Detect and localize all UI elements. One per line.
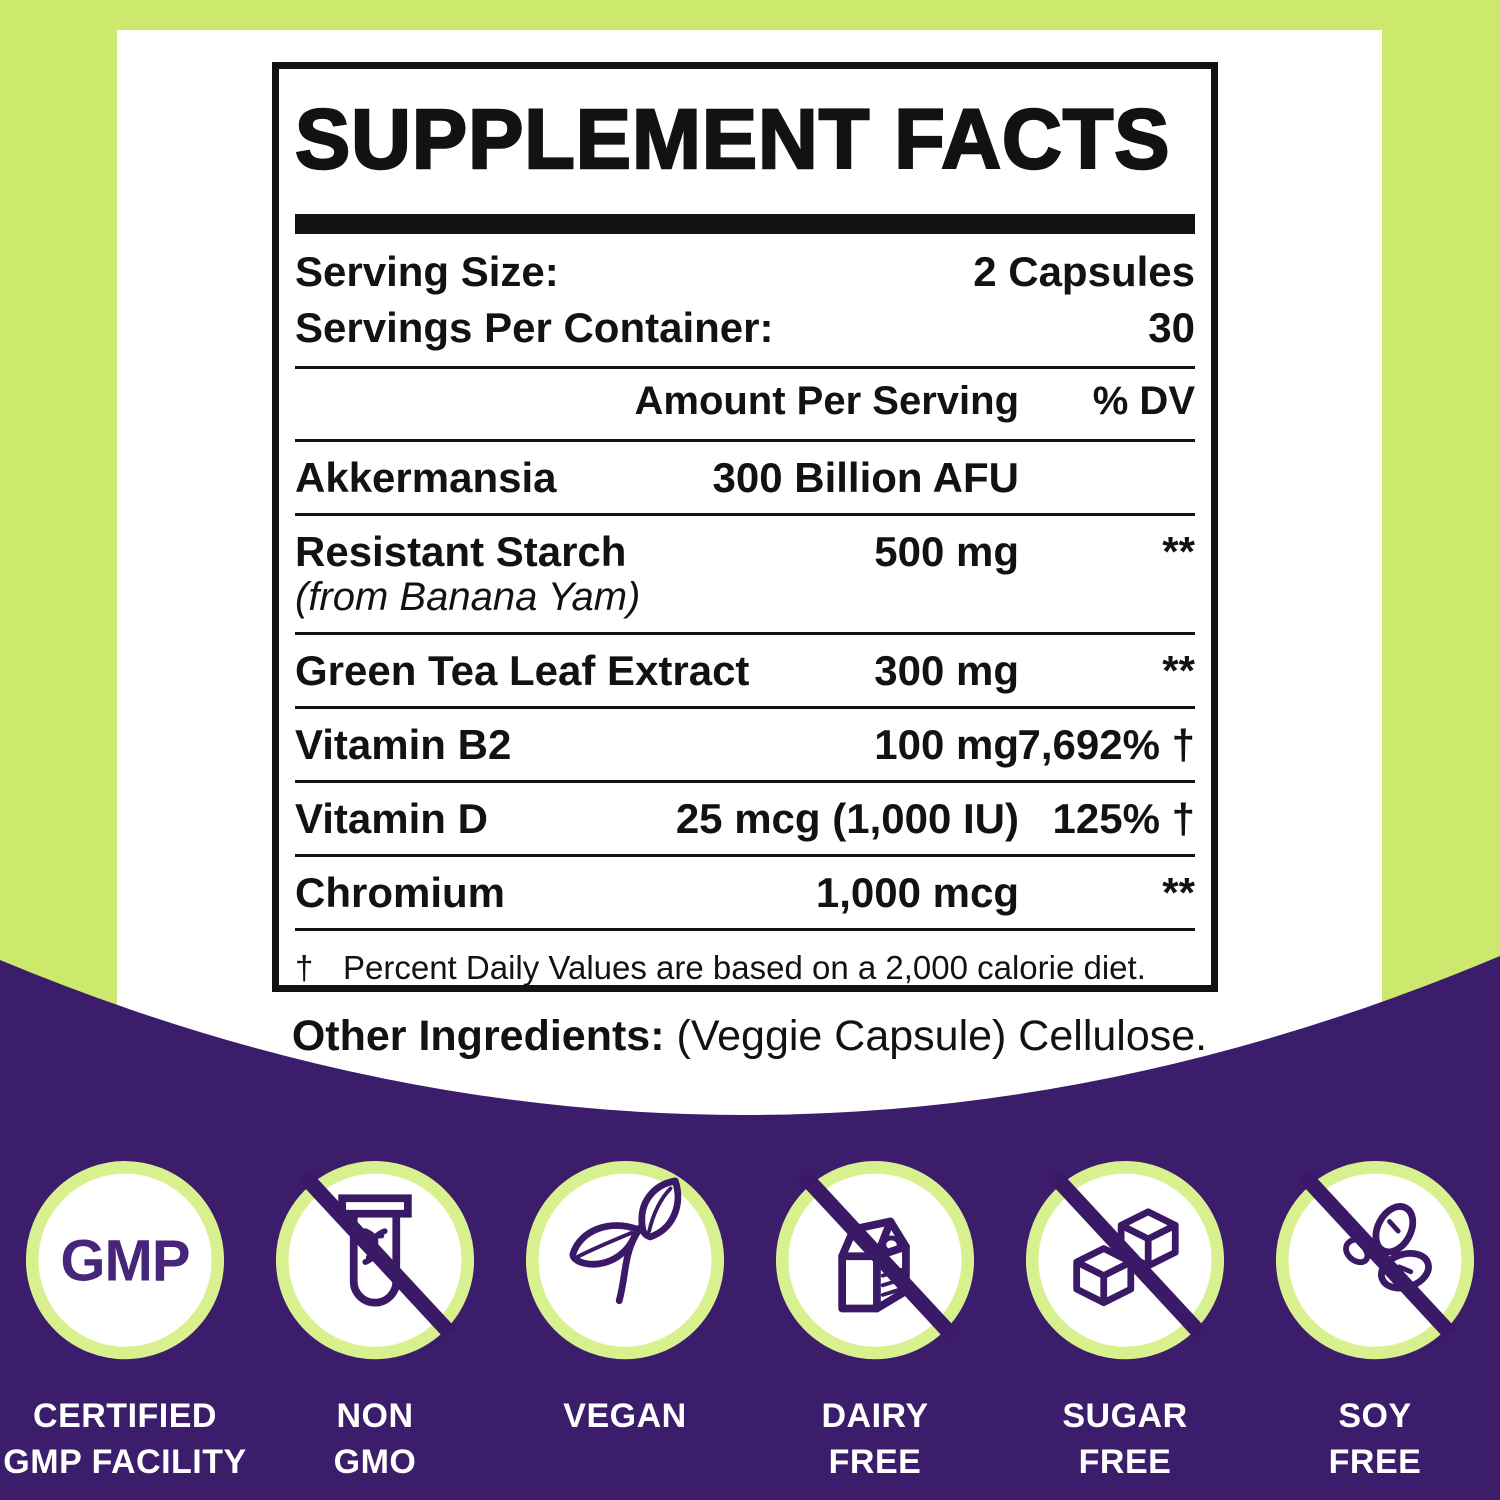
badge-label: CERTIFIED GMP FACILITY: [3, 1397, 247, 1481]
ingredient-name: Vitamin B2: [295, 720, 512, 768]
badge-row: GMP CERTIFIED GMP FACILITY NON: [0, 1148, 1500, 1486]
ingredient-name: Chromium: [295, 868, 505, 916]
servings-per-container-value: 30: [1148, 304, 1195, 351]
serving-size-value: 2 Capsules: [973, 248, 1195, 295]
table-row: Chromium 1,000 mcg **: [295, 853, 1195, 928]
gmp-seal-icon: GMP: [25, 1161, 225, 1360]
supplement-facts-panel: SUPPLEMENT FACTS Serving Size: 2 Capsule…: [272, 62, 1218, 992]
amount-per-serving-header: Amount Per Serving: [634, 379, 1019, 423]
footnotes: † Percent Daily Values are based on a 2,…: [295, 927, 1195, 986]
ingredient-name: Resistant Starch: [295, 528, 627, 576]
ingredient-dv: **: [1162, 646, 1195, 694]
ingredient-name: Green Tea Leaf Extract: [295, 646, 750, 694]
no-soy-beans-icon: [1275, 1161, 1475, 1360]
ingredient-dv: 125% †: [1052, 794, 1195, 842]
badge-label: NON GMO: [333, 1397, 417, 1481]
ingredient-source: (from Banana Yam): [295, 575, 641, 620]
badge-sugar-free: SUGAR FREE: [1000, 1148, 1250, 1486]
ingredient-name: Akkermansia: [295, 454, 557, 501]
supplement-facts-title: SUPPLEMENT FACTS: [294, 91, 1171, 188]
no-dairy-carton-icon: [775, 1161, 975, 1360]
vegan-leaves-icon: [525, 1161, 725, 1360]
serving-size-row: Serving Size: 2 Capsules: [295, 234, 1195, 296]
table-row: Vitamin D 25 mcg (1,000 IU) 125% †: [295, 779, 1195, 854]
ingredient-amount: 500 mg: [874, 528, 1019, 576]
other-ingredients-label: Other Ingredients:: [291, 1012, 665, 1060]
gmp-icon-text: GMP: [60, 1228, 189, 1293]
table-row: Green Tea Leaf Extract 300 mg **: [295, 631, 1195, 706]
ingredient-amount: 25 mcg (1,000 IU): [675, 794, 1019, 842]
footnote-dagger-text: Percent Daily Values are based on a 2,00…: [343, 948, 1146, 986]
serving-size-label: Serving Size:: [295, 248, 559, 295]
badge-label: DAIRY FREE: [821, 1397, 929, 1481]
ingredient-amount: 300 mg: [874, 646, 1019, 694]
badge-label: SOY FREE: [1328, 1397, 1422, 1481]
table-row: Akkermansia 300 Billion AFU: [295, 439, 1195, 513]
purple-footer-curve: [0, 956, 1500, 1500]
badge-non-gmo: NON GMO: [250, 1148, 500, 1486]
table-column-header-row: Amount Per Serving % DV: [295, 366, 1195, 439]
no-sugar-cubes-icon: [1025, 1161, 1225, 1360]
ingredient-amount: 100 mg: [874, 720, 1019, 768]
ingredient-dv: 7,692% †: [1017, 720, 1195, 768]
footnote-dagger: † Percent Daily Values are based on a 2,…: [295, 945, 1195, 986]
title-divider-bar: [295, 214, 1195, 234]
badge-label: SUGAR FREE: [1062, 1397, 1188, 1481]
ingredient-amount: 300 Billion AFU: [712, 454, 1020, 501]
badge-dairy-free: DAIRY FREE: [750, 1148, 1000, 1486]
badge-label: VEGAN: [563, 1397, 687, 1435]
badge-soy-free: SOY FREE: [1250, 1148, 1500, 1486]
ingredient-name: Vitamin D: [295, 794, 488, 842]
no-gmo-test-tube-icon: [275, 1161, 475, 1360]
badge-gmp: GMP CERTIFIED GMP FACILITY: [0, 1148, 250, 1486]
ingredient-dv: **: [1162, 868, 1195, 916]
percent-dv-header: % DV: [1092, 379, 1195, 423]
other-ingredients-value: (Veggie Capsule) Cellulose.: [664, 1012, 1208, 1060]
servings-per-container-row: Servings Per Container: 30: [295, 296, 1195, 366]
dagger-symbol: †: [295, 948, 314, 986]
badge-vegan: VEGAN: [500, 1148, 750, 1486]
servings-per-container-label: Servings Per Container:: [295, 304, 774, 351]
ingredient-amount: 1,000 mcg: [815, 868, 1019, 916]
ingredient-dv: **: [1162, 528, 1195, 576]
other-ingredients-line: Other Ingredients: (Veggie Capsule) Cell…: [117, 1012, 1382, 1061]
table-row: Vitamin B2 100 mg 7,692% †: [295, 705, 1195, 780]
table-row: Resistant Starch (from Banana Yam) 500 m…: [295, 513, 1195, 632]
